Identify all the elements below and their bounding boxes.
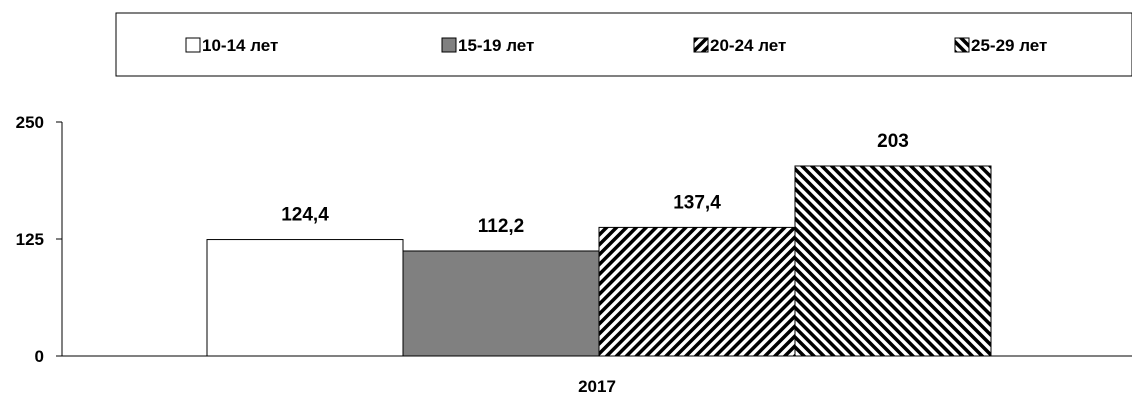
bars xyxy=(206,165,992,357)
bar-20-24-лет xyxy=(598,226,796,357)
bar-25-29-лет xyxy=(794,165,992,357)
y-axis: 0 125 250 xyxy=(16,113,63,366)
bar-15-19-лет xyxy=(402,250,600,357)
legend-swatch-15-19-лет xyxy=(441,37,457,53)
y-tick-label: 250 xyxy=(16,113,44,132)
legend-label-10-14-лет: 10-14 лет xyxy=(202,36,278,55)
legend-label-20-24-лет: 20-24 лет xyxy=(710,36,786,55)
y-tick-label: 125 xyxy=(16,230,44,249)
value-label-10-14-лет: 124,4 xyxy=(281,205,329,226)
legend-label-25-29-лет: 25-29 лет xyxy=(971,36,1047,55)
legend-swatch-10-14-лет xyxy=(185,37,201,53)
data-labels: 124,4 112,2 137,4 203 xyxy=(281,131,909,237)
x-tick-label: 2017 xyxy=(578,377,616,396)
legend-swatch-20-24-лет xyxy=(693,37,709,53)
value-label-20-24-лет: 137,4 xyxy=(673,192,721,213)
value-label-15-19-лет: 112,2 xyxy=(478,216,525,237)
y-tick-label: 0 xyxy=(35,347,44,366)
legend-swatch-25-29-лет xyxy=(954,37,970,53)
bar-10-14-лет xyxy=(206,239,404,357)
value-label-25-29-лет: 203 xyxy=(877,131,909,152)
legend-label-15-19-лет: 15-19 лет xyxy=(458,36,534,55)
legend: 10-14 лет 15-19 лет 20-24 лет 25-29 лет xyxy=(115,12,1132,77)
